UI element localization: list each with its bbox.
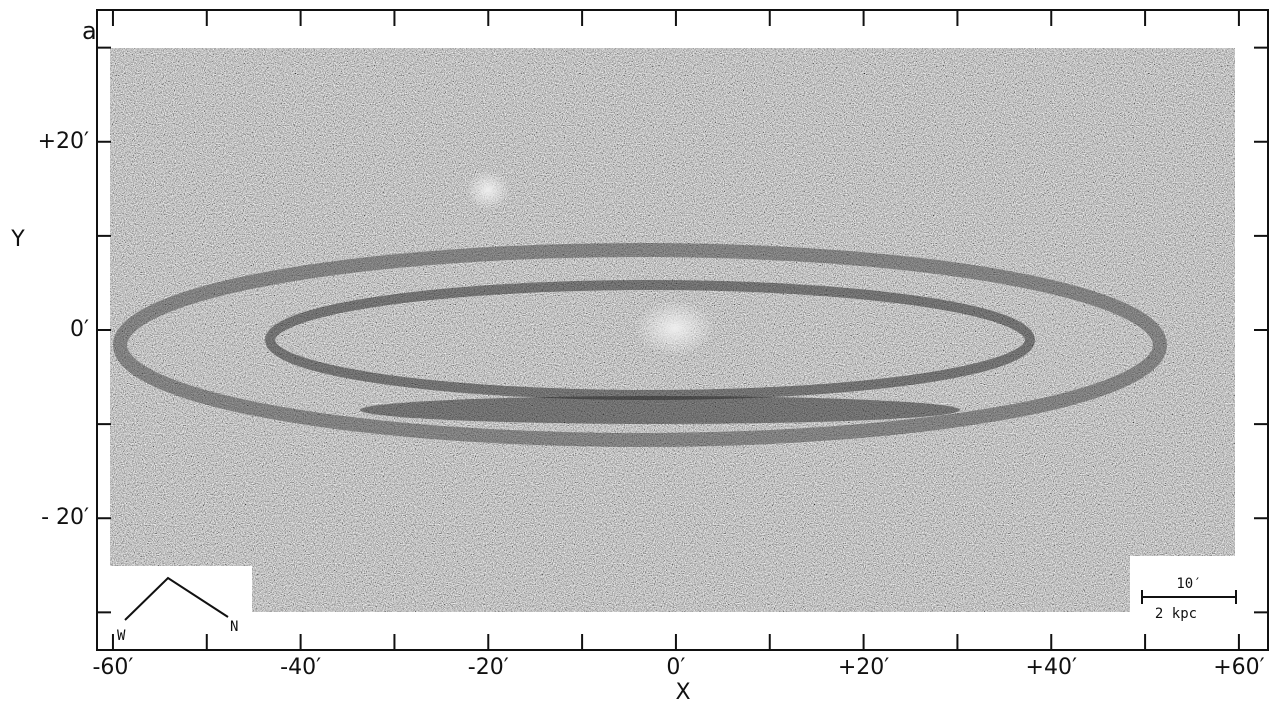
x-tick-label: -60′ xyxy=(92,655,133,680)
x-tick-label: +20′ xyxy=(838,655,889,680)
panel-label: a xyxy=(82,17,97,45)
x-axis-label: X xyxy=(675,680,690,705)
x-tick-label: +40′ xyxy=(1026,655,1077,680)
galaxy-image xyxy=(110,48,1236,614)
y-tick-label: 0′ xyxy=(70,317,89,342)
y-tick-label: +20′ xyxy=(38,129,89,154)
y-tick-label: - 20′ xyxy=(41,505,89,530)
scale-angle: 10′ xyxy=(1176,576,1201,592)
x-tick-label: -20′ xyxy=(468,655,509,680)
compass-north: N xyxy=(230,619,238,635)
x-tick-label: -40′ xyxy=(280,655,321,680)
figure: a X Y W N 10′ 2 kpc -60′ -40′ -20′ 0′ +20′ +4… xyxy=(0,0,1271,709)
compass-west: W xyxy=(117,628,126,644)
x-tick-label: +60′ xyxy=(1213,655,1264,680)
y-axis-label: Y xyxy=(10,227,25,252)
scale-length: 2 kpc xyxy=(1155,606,1197,622)
x-tick-label: 0′ xyxy=(666,655,685,680)
